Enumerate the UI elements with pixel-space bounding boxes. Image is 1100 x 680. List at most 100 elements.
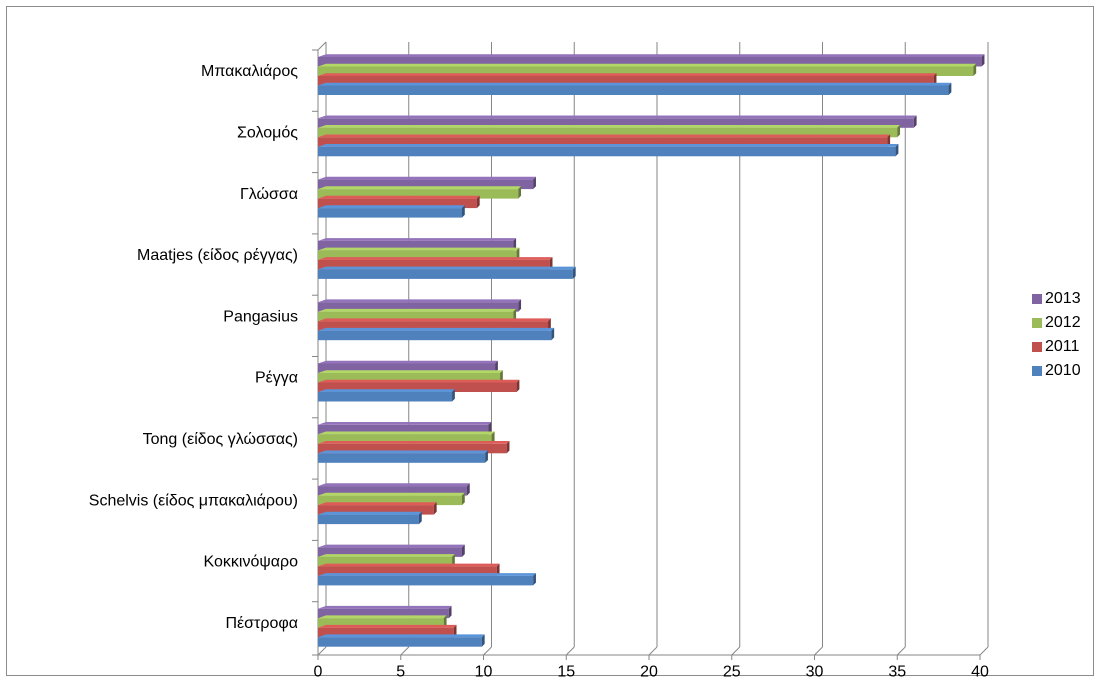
x-tick-label: 40	[971, 663, 989, 680]
bar-end-2011	[933, 73, 937, 86]
bar-end-2013	[533, 176, 536, 190]
bar-2011	[318, 566, 497, 576]
bar-2010	[318, 269, 573, 279]
bar-end-2013	[513, 238, 517, 251]
category-label: Σολομός	[237, 125, 298, 142]
bar-end-2011	[506, 441, 510, 454]
bar-2013	[318, 363, 496, 373]
bar-2010	[318, 85, 949, 95]
bar-top-2010	[318, 82, 952, 86]
bar-2012	[318, 250, 517, 260]
bar-2010	[318, 330, 552, 341]
bar-end-2011	[476, 195, 480, 209]
bar-2013	[318, 57, 982, 67]
bars-layer	[318, 54, 985, 647]
bar-top-2010	[318, 266, 576, 270]
category-label: Pangasius	[223, 308, 298, 325]
bar-top-2012	[318, 186, 522, 190]
bar-end-2011	[887, 134, 891, 147]
bar-top-2011	[318, 195, 480, 199]
bar-top-2013	[318, 115, 917, 119]
bar-top-2011	[318, 318, 551, 322]
bar-top-2012	[318, 615, 447, 619]
bar-end-2010	[572, 266, 576, 279]
legend-label-2011: 2011	[1045, 338, 1080, 355]
legend: 2013 2012 2011 2010	[1032, 290, 1081, 379]
category-label: Ρέγγα	[255, 370, 298, 387]
bar-top-2011	[318, 257, 553, 260]
floor-gridline	[317, 646, 327, 656]
floor-gridline	[483, 646, 492, 656]
bar-end-2012	[897, 125, 901, 138]
bar-2011	[318, 505, 434, 515]
bar-end-2011	[516, 379, 520, 392]
category-label: Tong (είδος γλώσσας)	[143, 431, 298, 448]
bar-2011	[318, 382, 517, 392]
category-label: Schelvis (είδος μπακαλιάρου)	[89, 492, 298, 509]
bar-end-2010	[418, 511, 422, 525]
bar-end-2013	[913, 115, 917, 128]
bar-end-2013	[488, 422, 492, 435]
bar-top-2013	[318, 544, 465, 548]
legend-label-2013: 2013	[1045, 290, 1081, 307]
labels-layer: 0 5 10 15 20 25 30 35 40 Μπακαλιάρος Σολομός Γλώσσα…	[89, 63, 989, 680]
legend-label-2012: 2012	[1045, 314, 1081, 331]
bar-end-2011	[433, 502, 437, 515]
floor-gridline	[400, 646, 410, 656]
bar-top-2010	[318, 511, 422, 515]
bar-end-2012	[513, 308, 517, 322]
bar-end-2012	[443, 615, 447, 628]
bar-2011	[318, 198, 477, 209]
x-tick-label: 20	[640, 663, 658, 680]
bar-2013	[318, 302, 519, 312]
bar-end-2013	[461, 544, 465, 557]
bar-top-2013	[318, 483, 470, 487]
floor-gridline	[565, 646, 575, 656]
bar-2013	[318, 547, 462, 557]
bar-top-2013	[318, 238, 517, 241]
bar-2012	[318, 66, 974, 76]
legend-swatch-2011	[1032, 342, 1042, 352]
bar-end-2013	[981, 54, 985, 67]
bar-end-2011	[549, 257, 553, 270]
bar-end-2010	[452, 389, 455, 402]
bar-2013	[318, 608, 449, 619]
bar-end-2012	[973, 63, 977, 76]
x-tick-label: 0	[314, 663, 323, 680]
bar-top-2012	[318, 431, 495, 435]
bar-top-2010	[318, 389, 455, 392]
bar-top-2010	[318, 634, 485, 638]
bar-2011	[318, 259, 550, 270]
bar-end-2012	[461, 492, 465, 506]
bar-2010	[318, 146, 896, 157]
bar-end-2010	[461, 205, 465, 218]
bar-top-2012	[318, 247, 520, 251]
bar-2011	[318, 627, 454, 638]
floor-gridline	[814, 646, 823, 656]
bar-top-2011	[318, 73, 937, 76]
bar-end-2011	[496, 563, 500, 576]
bar-end-2012	[500, 370, 503, 383]
bar-2012	[318, 127, 898, 138]
x-tick-label: 15	[557, 663, 575, 680]
bar-2012	[318, 495, 462, 506]
bar-top-2012	[318, 370, 503, 373]
bar-top-2010	[318, 144, 899, 147]
bar-end-2013	[466, 483, 470, 496]
bar-end-2012	[516, 247, 520, 260]
bar-2012	[318, 618, 444, 628]
bar-2013	[318, 179, 534, 190]
y-axis-top	[317, 41, 327, 51]
bar-end-2012	[452, 554, 455, 567]
bar-top-2011	[318, 379, 520, 383]
bar-top-2012	[318, 63, 977, 67]
bar-top-2011	[318, 502, 437, 506]
bar-top-2012	[318, 492, 465, 496]
floor-gridline	[896, 646, 906, 656]
bar-2013	[318, 240, 514, 251]
bar-top-2010	[318, 573, 536, 576]
bar-2010	[318, 453, 486, 463]
bar-top-2012	[318, 554, 455, 557]
bar-2011	[318, 443, 507, 454]
